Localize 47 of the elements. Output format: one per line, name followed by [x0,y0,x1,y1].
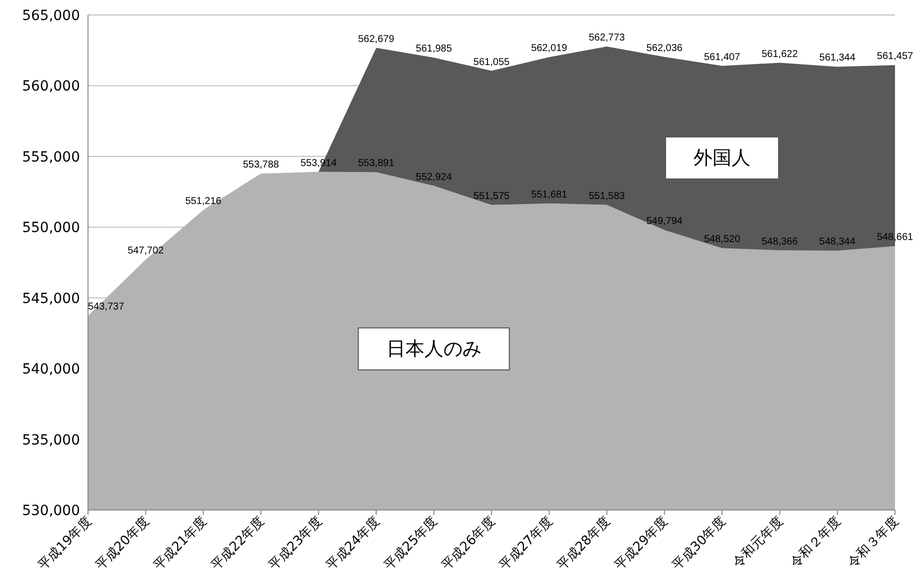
x-tick-label: 平成30年度 [669,514,729,574]
y-tick-label: 560,000 [22,78,80,95]
x-tick-label: 平成22年度 [208,514,268,574]
data-label: 562,773 [588,32,626,44]
y-tick-label: 565,000 [22,8,80,24]
data-label: 561,344 [819,52,856,64]
x-tick-label: 平成23年度 [266,514,326,574]
x-tick-label: 平成26年度 [438,514,498,574]
x-tick-label: 平成21年度 [150,514,210,574]
x-tick-label: 平成24年度 [323,514,384,574]
y-tick-label: 530,000 [22,503,80,519]
y-tick-label: 545,000 [22,290,80,307]
data-label: 552,924 [416,172,452,183]
series-label: 外国人 [694,146,751,169]
data-label: 553,891 [358,158,395,170]
data-label: 562,679 [358,34,395,45]
x-tick-label: 平成20年度 [92,514,152,574]
data-label: 548,344 [819,236,856,248]
y-tick-label: 540,000 [22,362,80,378]
x-tick-label: 令和３年度 [844,514,902,571]
y-tick-label: 550,000 [22,220,80,236]
data-label: 548,520 [704,234,741,246]
data-label: 562,036 [646,42,683,54]
data-label: 561,055 [473,56,510,68]
y-tick-label: 555,000 [22,149,80,166]
data-label: 548,366 [762,236,798,248]
data-label: 551,216 [185,196,222,207]
data-label: 561,457 [876,51,914,62]
data-label: 561,622 [762,48,798,60]
x-tick-label: 平成25年度 [380,514,441,574]
data-label: 543,737 [88,302,125,313]
data-label: 551,681 [531,189,568,200]
x-tick-label: 令和元年度 [729,514,787,571]
x-tick-label: 平成28年度 [554,514,614,574]
data-label: 562,019 [531,43,568,54]
data-label: 553,788 [242,160,280,171]
data-label: 561,407 [704,52,741,63]
x-tick-label: 平成27年度 [496,514,556,574]
series-label: 日本人のみ [386,338,482,360]
y-tick-label: 535,000 [22,432,80,448]
data-label: 549,794 [646,216,683,228]
data-label: 561,985 [416,44,452,55]
x-tick-label: 平成29年度 [611,514,672,574]
data-label: 551,583 [588,190,626,202]
data-label: 551,575 [473,190,510,202]
x-tick-label: 令和２年度 [786,514,844,571]
data-label: 547,702 [128,246,164,257]
